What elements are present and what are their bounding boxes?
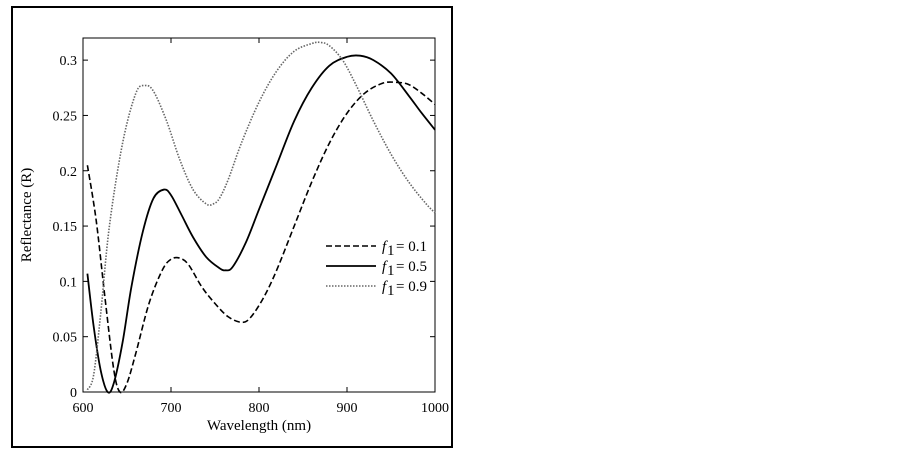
y-axis-title: Reflectance (R): [19, 168, 35, 263]
line-chart: 00.050.10.150.20.250.3 600 700 800 900 1000 …: [19, 37, 449, 434]
series-lines: [86, 41, 436, 394]
y-tick-label: 0.1: [60, 275, 78, 290]
legend-label-3: = 0.9: [396, 279, 427, 295]
legend-subscript: 1: [387, 243, 395, 259]
series-line-2: [86, 54, 436, 394]
plot-area-border: [82, 37, 436, 393]
x-axis-ticks: 600 700 800 900 1000: [73, 38, 449, 416]
y-tick-label: 0.2: [60, 165, 78, 180]
x-tick-label: 800: [249, 401, 270, 416]
legend: f 1 = 0.1f 1 = 0.5f 1 = 0.9: [326, 239, 427, 299]
y-tick-label: 0.15: [53, 220, 78, 235]
x-axis-title: Wavelength (nm): [207, 418, 311, 434]
x-tick-label: 900: [337, 401, 358, 416]
y-tick-label: 0.25: [53, 109, 78, 124]
legend-subscript: 1: [387, 263, 395, 279]
x-tick-label: 1000: [421, 401, 449, 416]
series-line-3: [86, 41, 436, 391]
x-tick-label: 600: [73, 401, 94, 416]
x-tick-label: 700: [161, 401, 182, 416]
legend-symbol-f: f: [382, 259, 388, 275]
y-axis-ticks: 0 0.05 0.1 0.15 0.2 0.25 0.3: [53, 54, 435, 401]
legend-subscript: 1: [387, 283, 395, 299]
figure-frame: 0 0.05 0.1 0.15 0.2 0.25 0.3 600 700 800 900 1000 …: [11, 6, 453, 448]
legend-label-1: = 0.1: [396, 239, 427, 255]
series-line-1: [86, 81, 436, 394]
legend-label-2: = 0.5: [396, 259, 427, 275]
y-tick-label: 0.05: [53, 331, 78, 346]
y-tick-label: 0.3: [60, 54, 78, 69]
legend-symbol-f: f: [382, 239, 388, 255]
y-tick-label: 0: [70, 386, 77, 401]
legend-symbol-f: f: [382, 279, 388, 295]
